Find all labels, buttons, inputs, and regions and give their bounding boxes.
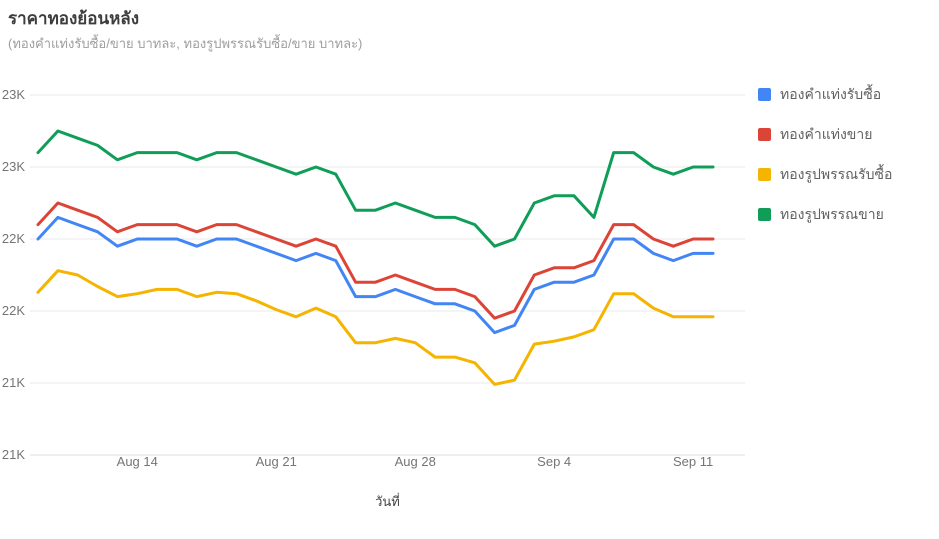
x-axis-tick-label: Sep 11 bbox=[673, 454, 713, 469]
legend-item-bar-buy: ทองคำแท่งรับซื้อ bbox=[758, 86, 892, 103]
y-axis-tick-label: 21K bbox=[2, 447, 25, 462]
x-axis-title: วันที่ bbox=[375, 494, 400, 509]
chart-subtitle: (ทองคำแท่งรับซื้อ/ขาย บาทละ, ทองรูปพรรณร… bbox=[8, 36, 363, 51]
x-axis-tick-label: Aug 28 bbox=[395, 454, 436, 469]
x-axis-tick-label: Aug 14 bbox=[117, 454, 158, 469]
y-axis-tick-label: 22K bbox=[2, 303, 25, 318]
legend-item-label: ทองคำแท่งรับซื้อ bbox=[780, 85, 882, 102]
legend-item-ornament-buy: ทองรูปพรรณรับซื้อ bbox=[758, 166, 892, 183]
chart-title: ราคาทองย้อนหลัง bbox=[8, 9, 140, 28]
legend-swatch-icon bbox=[758, 88, 771, 101]
series-line-bar_buy[interactable] bbox=[36, 215, 715, 335]
series-line-ornament_sell[interactable] bbox=[36, 129, 715, 248]
y-axis-tick-label: 21K bbox=[2, 375, 25, 390]
legend-swatch-icon bbox=[758, 168, 771, 181]
legend-item-label: ทองรูปพรรณรับซื้อ bbox=[780, 165, 893, 182]
x-axis-tick-label: Aug 21 bbox=[256, 454, 297, 469]
legend: ทองคำแท่งรับซื้อ ทองคำแท่งขาย ทองรูปพรรณ… bbox=[758, 86, 892, 246]
series-line-ornament_buy[interactable] bbox=[36, 269, 715, 386]
legend-item-bar-sell: ทองคำแท่งขาย bbox=[758, 126, 892, 143]
y-axis-tick-label: 22K bbox=[2, 231, 25, 246]
x-axis-tick-label: Sep 4 bbox=[537, 454, 571, 469]
legend-item-ornament-sell: ทองรูปพรรณขาย bbox=[758, 206, 892, 223]
y-axis-tick-label: 23K bbox=[2, 159, 25, 174]
series-line-bar_sell[interactable] bbox=[36, 201, 715, 320]
legend-item-label: ทองคำแท่งขาย bbox=[780, 125, 873, 142]
y-axis-tick-label: 23K bbox=[2, 87, 25, 102]
chart-header: ราคาทองย้อนหลัง (ทองคำแท่งรับซื้อ/ขาย บา… bbox=[8, 8, 362, 53]
legend-swatch-icon bbox=[758, 208, 771, 221]
legend-swatch-icon bbox=[758, 128, 771, 141]
legend-item-label: ทองรูปพรรณขาย bbox=[780, 205, 884, 222]
